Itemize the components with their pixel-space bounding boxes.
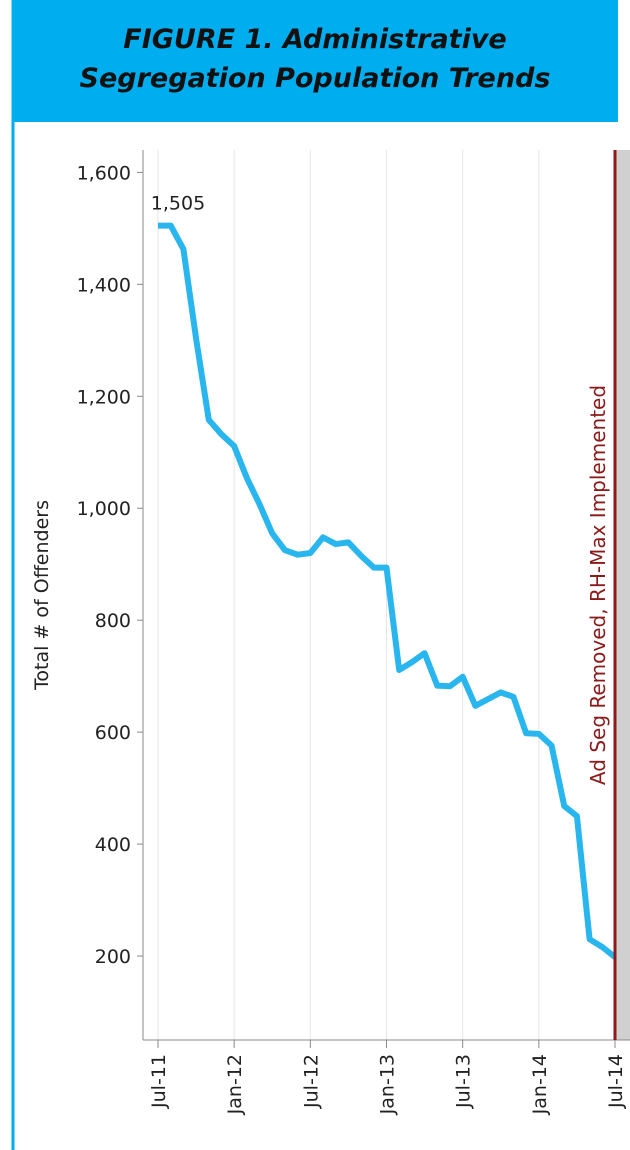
y-tick-label: 1,400 (77, 274, 131, 296)
x-tick-label: Jan-12 (224, 1054, 246, 1115)
y-tick-label: 1,600 (77, 162, 131, 184)
y-tick-label: 1,200 (77, 386, 131, 408)
title-box (12, 0, 618, 122)
title-wrap: FIGURE 1. Administrative Segregation Pop… (79, 24, 551, 94)
x-tick-label: Jul-13 (453, 1054, 475, 1109)
x-tick-label: Jul-14 (605, 1054, 627, 1109)
chart-title: FIGURE 1. Administrative Segregation Pop… (79, 24, 551, 94)
y-tick-label: 800 (95, 610, 131, 632)
x-tick-label: Jan-14 (529, 1054, 551, 1115)
line (158, 222, 617, 960)
x-tick-label: Jul-11 (148, 1054, 170, 1109)
y-tick-label: 200 (95, 946, 131, 968)
x-tick-label: Jan-13 (377, 1054, 399, 1115)
y-axis-label: Total # of Offenders (31, 500, 53, 691)
y-tick-label: 400 (95, 834, 131, 856)
y-tick-label: 600 (95, 722, 131, 744)
y-tick-label: 1,000 (77, 498, 131, 520)
shaded-region (615, 150, 630, 1040)
annotation-text: Ad Seg Removed, RH-Max Implemented (586, 385, 610, 785)
x-tick-label: Jul-12 (300, 1054, 322, 1109)
data-label: 1,505 (151, 193, 205, 215)
